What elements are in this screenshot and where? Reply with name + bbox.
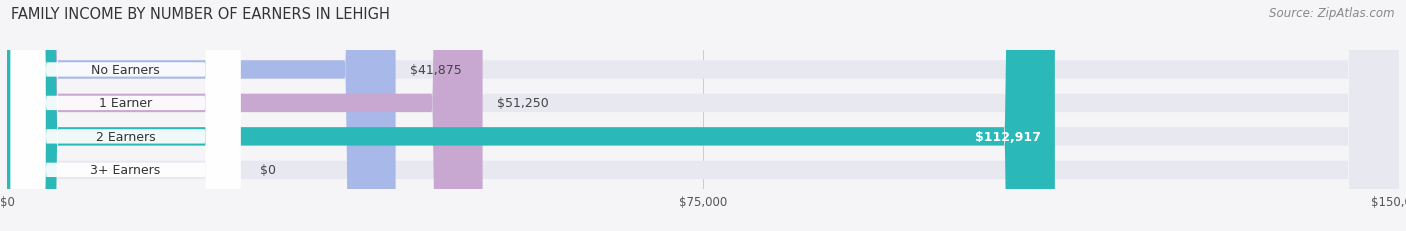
FancyBboxPatch shape: [11, 0, 240, 231]
Text: $51,250: $51,250: [496, 97, 548, 110]
FancyBboxPatch shape: [7, 0, 395, 231]
Text: $0: $0: [260, 164, 276, 176]
Text: 2 Earners: 2 Earners: [96, 130, 156, 143]
FancyBboxPatch shape: [11, 0, 240, 231]
Text: FAMILY INCOME BY NUMBER OF EARNERS IN LEHIGH: FAMILY INCOME BY NUMBER OF EARNERS IN LE…: [11, 7, 389, 22]
FancyBboxPatch shape: [11, 0, 240, 231]
FancyBboxPatch shape: [7, 0, 1399, 231]
Text: $112,917: $112,917: [974, 130, 1040, 143]
FancyBboxPatch shape: [7, 0, 1399, 231]
FancyBboxPatch shape: [7, 0, 1399, 231]
Text: Source: ZipAtlas.com: Source: ZipAtlas.com: [1270, 7, 1395, 20]
FancyBboxPatch shape: [7, 0, 482, 231]
FancyBboxPatch shape: [7, 0, 1054, 231]
FancyBboxPatch shape: [11, 0, 240, 231]
Text: No Earners: No Earners: [91, 64, 160, 77]
Text: 1 Earner: 1 Earner: [98, 97, 152, 110]
Text: $41,875: $41,875: [409, 64, 461, 77]
FancyBboxPatch shape: [7, 0, 1399, 231]
Text: 3+ Earners: 3+ Earners: [90, 164, 160, 176]
